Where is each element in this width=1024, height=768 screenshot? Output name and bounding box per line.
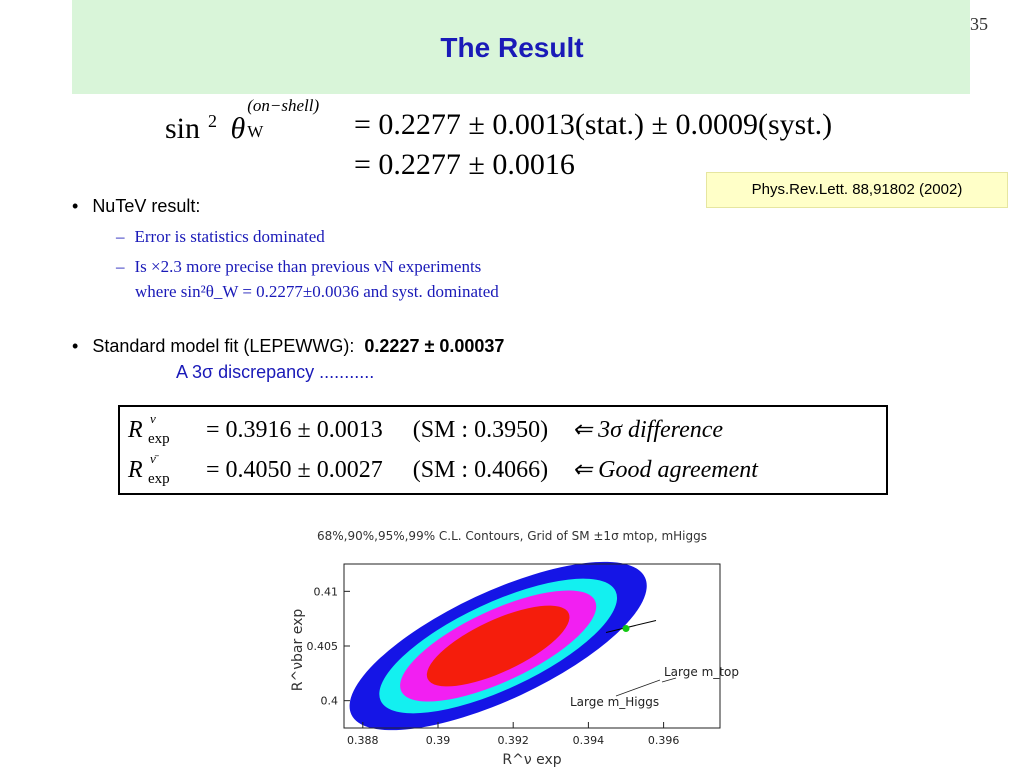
sin2-theta-rhs-line2: = 0.2277 ± 0.0016 <box>354 148 575 181</box>
y-tick-group: 0.4 0.405 0.41 <box>307 585 350 708</box>
dash: – <box>116 227 125 246</box>
contour-68pct <box>426 605 570 687</box>
x-tick-label: 0.388 <box>347 734 379 747</box>
x-tick-group: 0.388 0.39 0.392 0.394 0.396 <box>347 722 679 747</box>
y-axis-label: R^νbar exp <box>290 609 306 692</box>
x-tick-label: 0.396 <box>648 734 680 747</box>
subbullet-statistics: – Error is statistics dominated <box>116 227 325 246</box>
chart-title: 68%,90%,95%,99% C.L. Contours, Grid of S… <box>317 529 707 543</box>
x-tick-label: 0.39 <box>426 734 451 747</box>
reference-badge: Phys.Rev.Lett. 88,91802 (2002) <box>706 172 1008 208</box>
y-tick-label: 0.4 <box>321 695 339 708</box>
dash: – <box>116 257 125 276</box>
contour-plot: 68%,90%,95%,99% C.L. Contours, Grid of S… <box>290 529 739 768</box>
x-tick-label: 0.394 <box>573 734 605 747</box>
r-nu-row: R ν exp = 0.3916 ± 0.0013 (SM : 0.3950) ⇐ … <box>128 411 724 447</box>
y-tick-label: 0.405 <box>307 640 339 653</box>
sm-grid-line <box>605 620 657 633</box>
bullet-sm-fit: • Standard model fit (LEPEWWG): 0.2227 ± 0… <box>72 336 505 356</box>
arrow-mtop <box>615 679 661 697</box>
sin2-theta-lhs: sin 2 θ (on−shell) W <box>165 96 320 145</box>
bullet-dot: • <box>72 196 79 216</box>
annotation-large-mhiggs: Large m_Higgs <box>570 695 659 709</box>
sin2-theta-rhs-line1: = 0.2277 ± 0.0013(stat.) ± 0.0009(syst.) <box>354 108 833 141</box>
y-tick-label: 0.41 <box>314 585 339 598</box>
arrow-mtop-head <box>661 677 677 683</box>
slide-title: The Result <box>440 32 584 63</box>
bullet-nutev: • NuTeV result: <box>72 196 201 216</box>
subbullet-precision-line2: where sin²θ_W = 0.2277±0.0036 and syst. … <box>135 282 499 301</box>
annotation-large-mtop: Large m_top <box>664 665 739 679</box>
subbullet-precision: – Is ×2.3 more precise than previous νN e… <box>116 257 482 276</box>
r-nubar-row: R ν̄ exp = 0.4050 ± 0.0027 (SM : 0.4066) ⇐… <box>128 451 758 487</box>
discrepancy-text: A 3σ discrepancy ........... <box>176 362 375 382</box>
r-exp-box: R ν exp = 0.3916 ± 0.0013 (SM : 0.3950) ⇐ … <box>118 405 888 495</box>
x-tick-label: 0.392 <box>497 734 528 747</box>
bullet-dot: • <box>72 336 79 356</box>
x-axis-label: R^ν exp <box>502 752 561 768</box>
contour-group <box>349 561 647 731</box>
title-bar <box>72 0 970 94</box>
page-number: 35 <box>970 14 988 34</box>
sm-point <box>622 625 630 633</box>
